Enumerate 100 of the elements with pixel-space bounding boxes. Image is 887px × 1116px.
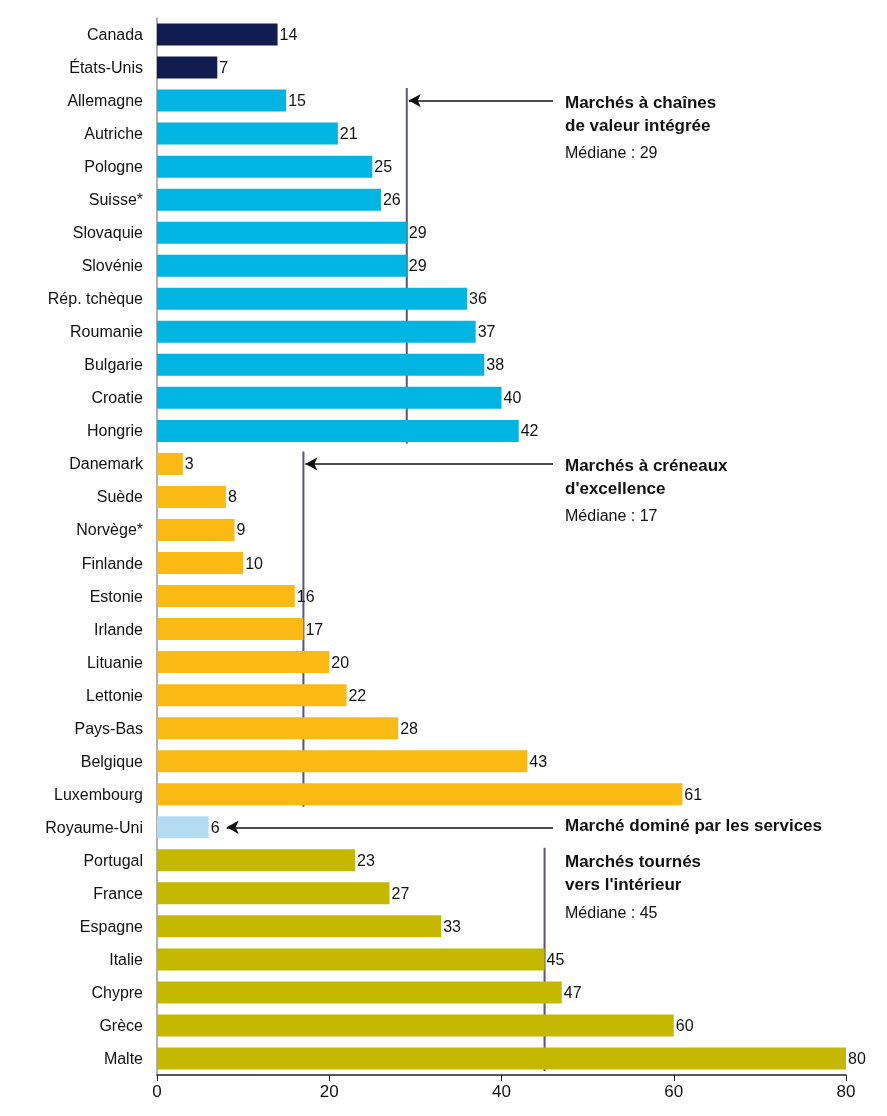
- data-label: 20: [331, 653, 350, 671]
- y-tick-label: Norvège*: [76, 521, 143, 539]
- data-label: 42: [520, 422, 539, 440]
- data-label: 3: [184, 455, 194, 473]
- bar: [157, 948, 545, 971]
- y-tick-label: Croatie: [91, 389, 144, 407]
- bar: [157, 981, 562, 1004]
- bar: [157, 221, 407, 244]
- y-tick-label: Estonie: [89, 587, 144, 605]
- y-tick-label: Italie: [109, 950, 144, 968]
- y-tick-label: Roumanie: [70, 323, 144, 341]
- data-label: 21: [339, 125, 358, 143]
- y-tick-label: Bulgarie: [84, 356, 144, 374]
- x-tick-label: 40: [492, 1082, 511, 1101]
- bar: [157, 56, 218, 79]
- bar: [157, 320, 476, 343]
- y-tick-label: Malte: [103, 1049, 144, 1067]
- bar: [157, 386, 502, 409]
- x-tick-label: 0: [152, 1082, 162, 1101]
- y-tick-label: Finlande: [81, 554, 144, 572]
- bar: [157, 849, 356, 872]
- y-tick-label: Luxembourg: [54, 785, 143, 803]
- annotation: Marchés tournés vers l'intérieur: [565, 852, 702, 895]
- bar: [157, 188, 381, 211]
- x-tick-label: 60: [664, 1082, 684, 1101]
- bar: [157, 618, 304, 641]
- bar: [157, 750, 528, 773]
- annotation: Marchés à créneaux d'excellence: [565, 455, 729, 498]
- annotation: Marchés à chaînes de valeur intégrée: [565, 92, 717, 135]
- data-label: 6: [210, 818, 220, 836]
- y-tick-label: États-Unis: [69, 58, 143, 77]
- annotation: Médiane : 29: [565, 144, 658, 162]
- bar: [157, 684, 347, 707]
- y-tick-label: Lettonie: [86, 686, 144, 704]
- bar: [157, 816, 209, 839]
- data-label: 27: [391, 884, 410, 902]
- bar: [157, 452, 183, 475]
- bar: [157, 651, 330, 674]
- data-label: 28: [400, 719, 419, 737]
- data-label: 43: [529, 752, 548, 770]
- bar: [157, 254, 407, 277]
- y-tick-label: Pologne: [84, 158, 144, 176]
- data-label: 23: [357, 851, 375, 869]
- y-tick-label: Espagne: [79, 917, 144, 935]
- bar: [157, 518, 235, 541]
- y-tick-label: Danemark: [69, 455, 144, 473]
- bar: [157, 915, 442, 938]
- data-label: 40: [503, 389, 522, 407]
- y-tick-label: Hongrie: [86, 422, 144, 440]
- data-label: 15: [288, 92, 307, 110]
- bar: [157, 717, 399, 740]
- data-label: 37: [477, 323, 496, 341]
- data-label: 36: [469, 290, 487, 308]
- data-label: 61: [684, 785, 703, 803]
- data-label: 45: [546, 950, 565, 968]
- x-tick-label: 20: [319, 1082, 339, 1101]
- bar: [157, 353, 485, 376]
- y-tick-label: Belgique: [80, 752, 144, 770]
- bar: [157, 882, 390, 905]
- y-tick-label: Portugal: [83, 851, 143, 869]
- data-label: 7: [219, 59, 229, 77]
- bar: [157, 552, 244, 575]
- bar: [157, 23, 278, 46]
- y-tick-label: Autriche: [84, 125, 144, 143]
- data-label: 38: [486, 356, 505, 374]
- bar: [157, 419, 519, 442]
- bar: [157, 585, 295, 608]
- data-label: 22: [348, 686, 367, 704]
- data-label: 29: [408, 224, 427, 242]
- bar: [157, 1047, 846, 1070]
- bar: [157, 122, 338, 145]
- data-label: 60: [675, 1016, 694, 1034]
- data-label: 8: [227, 488, 237, 506]
- y-tick-label: Grèce: [99, 1016, 144, 1034]
- y-tick-label: Rép. tchèque: [47, 290, 144, 308]
- y-tick-label: Slovaquie: [72, 224, 144, 242]
- bar: [157, 89, 287, 112]
- bar: [157, 155, 373, 178]
- data-label: 47: [563, 983, 582, 1001]
- data-label: 14: [279, 26, 298, 44]
- y-tick-label: Royaume-Uni: [45, 818, 143, 836]
- data-label: 80: [848, 1049, 866, 1067]
- data-label: 10: [245, 554, 264, 572]
- annotation: Médiane : 45: [565, 903, 658, 921]
- y-tick-label: Chypre: [91, 983, 144, 1001]
- data-label: 17: [305, 620, 324, 638]
- y-tick-label: Pays-Bas: [74, 719, 143, 737]
- bar: [157, 1014, 674, 1037]
- data-label: 26: [382, 191, 401, 209]
- data-label: 33: [443, 917, 462, 935]
- y-tick-label: Irlande: [94, 620, 144, 638]
- annotation: Marché dominé par les services: [565, 816, 823, 836]
- y-tick-label: Lituanie: [86, 653, 144, 671]
- bar: [157, 287, 468, 310]
- y-tick-label: Slovénie: [81, 257, 144, 275]
- data-label: 25: [374, 158, 393, 176]
- y-tick-label: Allemagne: [67, 92, 144, 110]
- y-tick-label: Suède: [96, 488, 144, 506]
- y-tick-label: France: [93, 884, 144, 902]
- data-label: 29: [408, 257, 427, 275]
